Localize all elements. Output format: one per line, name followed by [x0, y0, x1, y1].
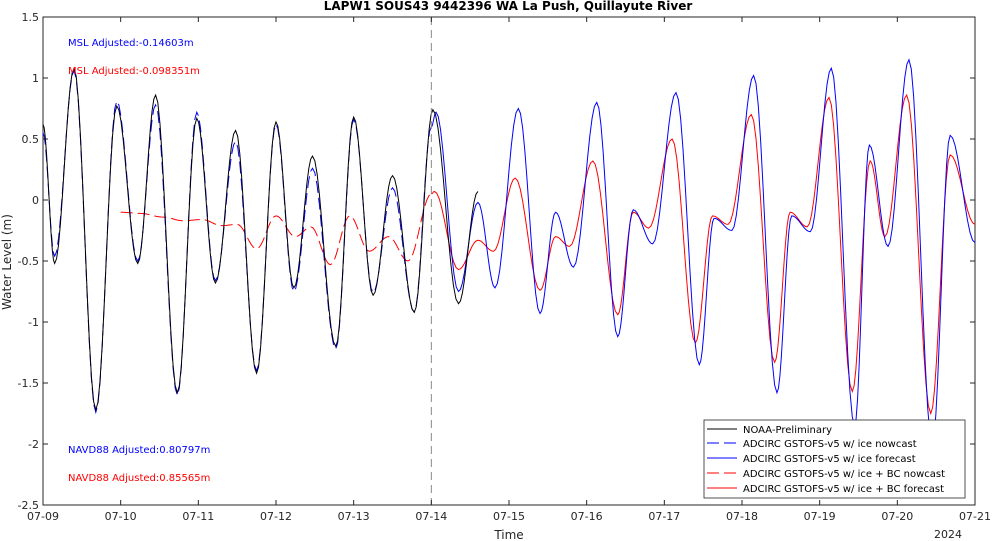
- legend-label-ice-nowcast: ADCIRC GSTOFS-v5 w/ ice nowcast: [743, 439, 917, 450]
- x-axis-label: Time: [493, 528, 523, 541]
- x-tick-label: 07-20: [881, 510, 913, 523]
- msl-adjusted-blue: MSL Adjusted:-0.14603m: [68, 38, 194, 49]
- x-tick-label: 07-18: [726, 510, 758, 523]
- y-tick-label: 1: [32, 72, 39, 85]
- x-tick-label: 07-15: [493, 510, 525, 523]
- y-tick-label: 0: [32, 194, 39, 207]
- y-tick-label: 0.5: [22, 133, 40, 146]
- series-layer: [42, 58, 976, 445]
- x-tick-label: 07-19: [804, 510, 836, 523]
- x-tick-label: 07-14: [415, 510, 447, 523]
- legend-label-ice-bc-nowcast: ADCIRC GSTOFS-v5 w/ ice + BC nowcast: [743, 469, 945, 480]
- x-tick-label: 07-11: [182, 510, 214, 523]
- x-tick-label: 07-17: [648, 510, 680, 523]
- y-tick-label: 1.5: [22, 11, 40, 24]
- legend-label-ice-bc-forecast: ADCIRC GSTOFS-v5 w/ ice + BC forecast: [743, 484, 944, 495]
- series-noaa-preliminary: [42, 66, 479, 412]
- legend-label-ice-forecast: ADCIRC GSTOFS-v5 w/ ice forecast: [743, 454, 916, 465]
- chart-title: LAPW1 SOUS43 9442396 WA La Push, Quillay…: [324, 0, 693, 13]
- y-tick-label: -2: [28, 438, 39, 451]
- year-tick-label: 2024: [934, 528, 962, 541]
- x-tick-label: 07-21: [959, 510, 991, 523]
- y-tick-label: -2.5: [18, 499, 39, 512]
- series-ice-forecast: [431, 58, 976, 445]
- navd88-adjusted-red: NAVD88 Adjusted:0.85565m: [68, 473, 210, 484]
- y-tick-label: -1.5: [18, 377, 39, 390]
- x-tick-label: 07-13: [338, 510, 370, 523]
- legend: NOAA-Preliminary ADCIRC GSTOFS-v5 w/ ice…: [703, 419, 966, 499]
- navd88-adjusted-blue: NAVD88 Adjusted:0.80797m: [68, 445, 210, 456]
- x-tick-label: 07-10: [105, 510, 137, 523]
- x-tick-label: 07-16: [571, 510, 603, 523]
- legend-label-noaa-preliminary: NOAA-Preliminary: [743, 425, 832, 436]
- y-axis-label: Water Level (m): [0, 214, 14, 310]
- msl-adjusted-red: MSL Adjusted:-0.098351m: [68, 66, 200, 77]
- x-tick-label: 07-12: [260, 510, 292, 523]
- y-tick-label: -1: [28, 316, 39, 329]
- tick-layer: 07-09 07-10 07-11 07-12 07-13 07-14 07-15 07-16…: [18, 11, 991, 523]
- y-tick-label: -0.5: [18, 255, 39, 268]
- legend-box: [703, 419, 966, 499]
- series-ice-bc-nowcast: [120, 193, 432, 266]
- x-tick-label: 07-09: [27, 510, 59, 523]
